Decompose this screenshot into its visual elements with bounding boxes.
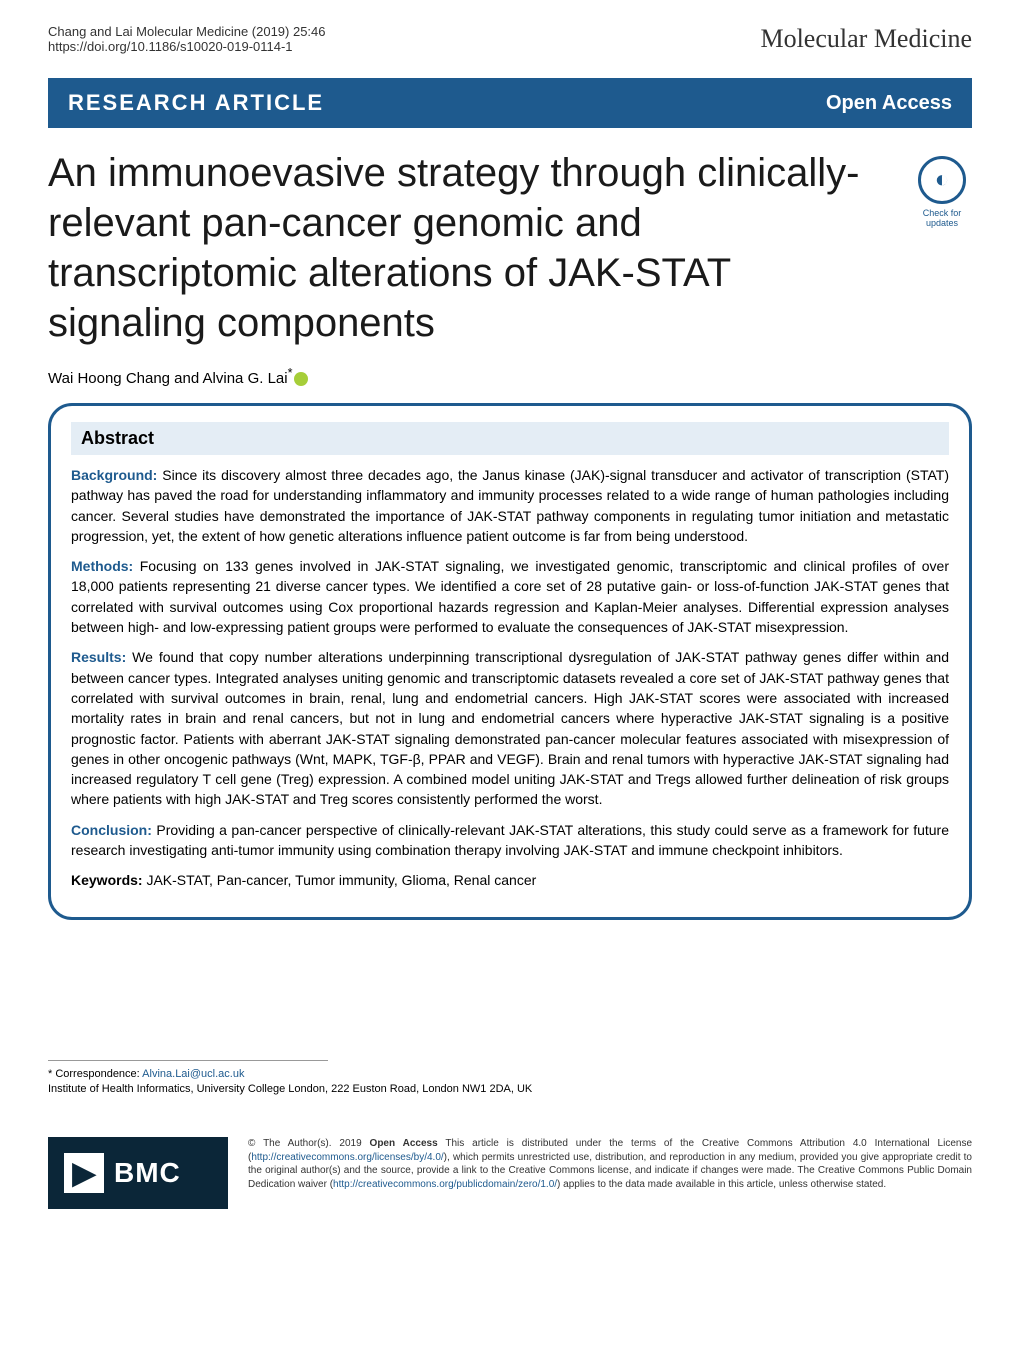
footer-divider	[48, 1060, 328, 1061]
bmc-footer: ▶ BMC © The Author(s). 2019 Open Access …	[0, 1137, 1020, 1233]
article-title: An immunoevasive strategy through clinic…	[48, 148, 896, 348]
abstract-conclusion: Conclusion: Providing a pan-cancer persp…	[71, 820, 949, 861]
results-text: We found that copy number alterations un…	[71, 649, 949, 807]
crossmark-glyph: ◐	[935, 166, 950, 194]
conclusion-text: Providing a pan-cancer perspective of cl…	[71, 822, 949, 858]
keywords-label: Keywords:	[71, 872, 143, 888]
correspondence-block: * Correspondence: Alvina.Lai@ucl.ac.uk I…	[48, 1067, 972, 1098]
license-part4: ) applies to the data made available in …	[557, 1179, 886, 1190]
footer-correspondence: * Correspondence: Alvina.Lai@ucl.ac.uk I…	[0, 1060, 1020, 1122]
citation-block: Chang and Lai Molecular Medicine (2019) …	[48, 24, 326, 54]
article-type-label: RESEARCH ARTICLE	[68, 90, 324, 116]
crossmark-badge[interactable]: ◐ Check for updates	[912, 156, 972, 236]
abstract-box: Abstract Background: Since its discovery…	[48, 403, 972, 920]
citation-text: Chang and Lai Molecular Medicine (2019) …	[48, 24, 326, 39]
correspondence-label: * Correspondence:	[48, 1068, 142, 1080]
license-text: © The Author(s). 2019 Open Access This a…	[248, 1137, 972, 1191]
bmc-logo: ▶ BMC	[48, 1137, 228, 1209]
title-section: An immunoevasive strategy through clinic…	[0, 128, 1020, 358]
bmc-logo-mark: ▶	[64, 1153, 104, 1193]
abstract-methods: Methods: Focusing on 133 genes involved …	[71, 556, 949, 637]
authors-text: Wai Hoong Chang and Alvina G. Lai	[48, 370, 288, 387]
doi-text: https://doi.org/10.1186/s10020-019-0114-…	[48, 39, 326, 54]
background-text: Since its discovery almost three decades…	[71, 467, 949, 544]
article-type-bar: RESEARCH ARTICLE Open Access	[48, 78, 972, 128]
abstract-background: Background: Since its discovery almost t…	[71, 465, 949, 546]
license-link-2[interactable]: http://creativecommons.org/publicdomain/…	[333, 1179, 557, 1190]
license-part1: © The Author(s). 2019	[248, 1138, 370, 1149]
abstract-results: Results: We found that copy number alter…	[71, 647, 949, 809]
orcid-icon[interactable]	[294, 372, 308, 386]
open-access-label: Open Access	[826, 92, 952, 115]
methods-label: Methods:	[71, 558, 133, 574]
results-label: Results:	[71, 649, 126, 665]
corresponding-marker: *	[288, 366, 293, 380]
crossmark-icon: ◐	[918, 156, 966, 204]
conclusion-label: Conclusion:	[71, 822, 152, 838]
bmc-logo-text: BMC	[114, 1157, 181, 1189]
author-line: Wai Hoong Chang and Alvina G. Lai*	[0, 358, 1020, 403]
license-open-access: Open Access	[370, 1138, 438, 1149]
crossmark-label: Check for updates	[912, 208, 972, 228]
keywords-text: JAK-STAT, Pan-cancer, Tumor immunity, Gl…	[146, 872, 536, 888]
methods-text: Focusing on 133 genes involved in JAK-ST…	[71, 558, 949, 635]
correspondence-email[interactable]: Alvina.Lai@ucl.ac.uk	[142, 1068, 244, 1080]
affiliation-text: Institute of Health Informatics, Univers…	[48, 1082, 972, 1097]
journal-name: Molecular Medicine	[760, 24, 972, 54]
abstract-heading: Abstract	[71, 422, 949, 455]
license-link-1[interactable]: http://creativecommons.org/licenses/by/4…	[251, 1152, 443, 1163]
background-label: Background:	[71, 467, 157, 483]
abstract-keywords: Keywords: JAK-STAT, Pan-cancer, Tumor im…	[71, 870, 949, 890]
page-header: Chang and Lai Molecular Medicine (2019) …	[0, 0, 1020, 62]
